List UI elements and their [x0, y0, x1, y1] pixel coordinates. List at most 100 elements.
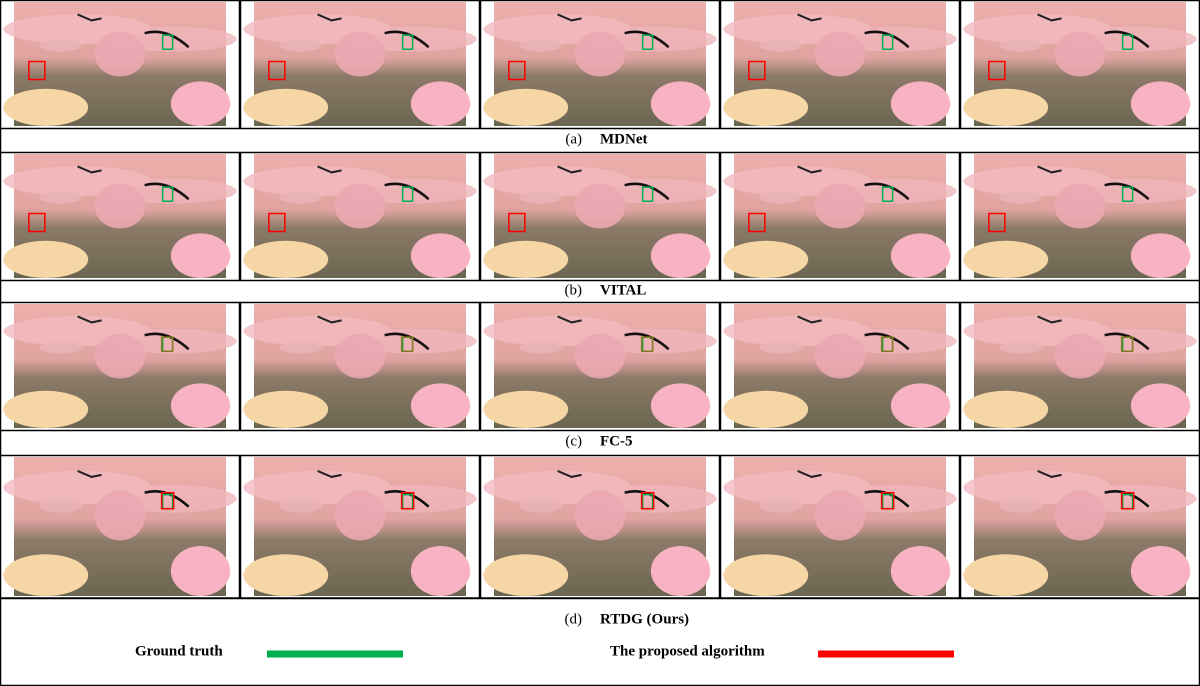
- cloud: [814, 333, 866, 379]
- caption-label: (d): [565, 611, 583, 627]
- caption-label: (a): [565, 131, 582, 147]
- ground-truth-box: [641, 34, 654, 50]
- cloud: [3, 88, 89, 126]
- tracker-box: [160, 336, 174, 352]
- cloud: [519, 498, 562, 513]
- cloud: [999, 341, 1042, 354]
- caption-method: VITAL: [600, 282, 646, 298]
- tracker-box: [160, 491, 175, 510]
- bird: [77, 315, 102, 324]
- caption-label: (c): [565, 433, 582, 449]
- bird: [864, 182, 910, 201]
- cloud: [39, 191, 82, 204]
- ground-truth-box: [641, 186, 654, 202]
- tracker-box: [400, 336, 414, 352]
- bird: [317, 165, 342, 174]
- bird: [557, 13, 582, 22]
- tracker-box: [400, 491, 415, 510]
- bird: [1037, 469, 1062, 478]
- bird: [797, 165, 822, 174]
- bird: [624, 332, 670, 351]
- cloud: [334, 490, 386, 541]
- bird: [557, 315, 582, 324]
- cloud: [759, 498, 802, 513]
- bird: [317, 469, 342, 478]
- cloud: [410, 233, 471, 278]
- cloud: [963, 390, 1049, 428]
- cloud: [1054, 333, 1106, 379]
- cloud: [39, 341, 82, 354]
- cloud: [723, 390, 809, 428]
- tracker-box: [28, 60, 46, 81]
- bird: [77, 165, 102, 174]
- cloud: [410, 545, 471, 596]
- caption-method: MDNet: [600, 131, 647, 147]
- cloud: [170, 233, 231, 278]
- bird: [144, 182, 190, 201]
- cloud: [39, 498, 82, 513]
- cloud: [94, 333, 146, 379]
- bird: [1104, 182, 1150, 201]
- bird: [317, 315, 342, 324]
- cloud: [650, 545, 711, 596]
- ground-truth-box: [881, 34, 894, 50]
- cloud: [334, 333, 386, 379]
- cloud: [650, 233, 711, 278]
- cloud: [814, 183, 866, 229]
- cloud: [519, 341, 562, 354]
- cloud: [1054, 183, 1106, 229]
- tracker-box: [880, 491, 895, 510]
- bird: [557, 165, 582, 174]
- cloud: [94, 31, 146, 77]
- ground-truth-box: [401, 186, 414, 202]
- ground-truth-box: [881, 186, 894, 202]
- cloud: [483, 554, 569, 597]
- tracker-box: [268, 212, 286, 233]
- image-row: [0, 0, 1200, 130]
- ground-truth-box: [161, 186, 174, 202]
- cloud: [334, 31, 386, 77]
- tracker-box: [268, 60, 286, 81]
- cloud: [1054, 31, 1106, 77]
- cloud: [3, 240, 89, 278]
- cloud: [650, 383, 711, 428]
- cloud: [723, 240, 809, 278]
- cloud: [3, 390, 89, 428]
- tracker-box: [1120, 491, 1135, 510]
- tracker-box: [1120, 336, 1134, 352]
- tracker-box: [640, 336, 654, 352]
- bird: [144, 30, 190, 49]
- tracker-box: [508, 60, 526, 81]
- cloud: [94, 183, 146, 229]
- cloud: [814, 490, 866, 541]
- cloud: [410, 383, 471, 428]
- cloud: [243, 554, 329, 597]
- cloud: [279, 39, 322, 52]
- cloud: [279, 191, 322, 204]
- cloud: [279, 498, 322, 513]
- ground-truth-box: [161, 34, 174, 50]
- bird: [77, 469, 102, 478]
- image-row: [0, 151, 1200, 282]
- bird: [1037, 13, 1062, 22]
- cloud: [574, 490, 626, 541]
- cloud: [890, 383, 951, 428]
- cloud: [963, 240, 1049, 278]
- bird: [384, 182, 430, 201]
- bird: [797, 13, 822, 22]
- bird: [1037, 315, 1062, 324]
- cloud: [890, 545, 951, 596]
- cloud: [483, 88, 569, 126]
- bird: [1037, 165, 1062, 174]
- cloud: [94, 490, 146, 541]
- tracker-box: [640, 491, 655, 510]
- tracker-box: [28, 212, 46, 233]
- cloud: [1054, 490, 1106, 541]
- tracker-box: [748, 212, 766, 233]
- cloud: [759, 191, 802, 204]
- cloud: [723, 88, 809, 126]
- bird: [797, 315, 822, 324]
- cloud: [574, 333, 626, 379]
- cloud: [483, 390, 569, 428]
- cloud: [814, 31, 866, 77]
